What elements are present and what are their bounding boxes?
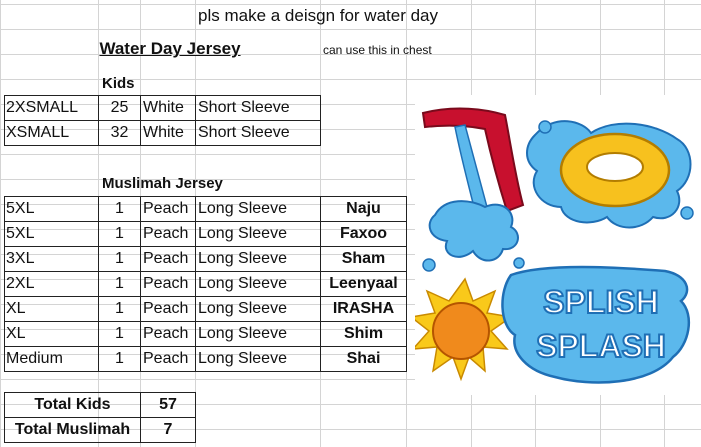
- muslimah-row-4-qty: 1: [115, 275, 124, 292]
- muslimah-row-7-sleeve: Long Sleeve: [198, 350, 287, 367]
- water-stream-icon: [454, 124, 488, 212]
- splish-splash-illustration: SPLISH SPLASH: [409, 107, 694, 384]
- muslimah-table-divider: [98, 196, 99, 372]
- muslimah-row-2-name: Faxoo: [339, 225, 388, 242]
- muslimah-row-7-qty: 1: [115, 350, 124, 367]
- droplet-icon: [422, 258, 436, 272]
- muslimah-row-5-name: IRASHA: [332, 300, 395, 317]
- chest-note: can use this in chest: [323, 43, 432, 57]
- kids-row-2-color: White: [143, 124, 184, 141]
- splash-badge-icon: [501, 265, 690, 384]
- muslimah-row-1-name: Naju: [346, 200, 381, 217]
- kids-row-2-size: XSMALL: [6, 124, 70, 141]
- muslimah-table-divider: [4, 346, 407, 347]
- totals-table-divider: [4, 417, 196, 418]
- muslimah-row-1-qty: 1: [115, 200, 124, 217]
- muslimah-row-1-color: Peach: [143, 200, 189, 217]
- droplet-icon: [513, 257, 525, 269]
- muslimah-row-7-name: Shai: [346, 350, 381, 367]
- water-slide-icon: [421, 107, 525, 213]
- muslimah-row-4-sleeve: Long Sleeve: [198, 275, 287, 292]
- muslimah-row-3-color: Peach: [143, 250, 189, 267]
- muslimah-row-2-size: 5XL: [6, 225, 35, 242]
- muslimah-row-5-qty: 1: [115, 300, 124, 317]
- muslimah-row-6-name: Shim: [343, 325, 384, 342]
- kids-header: Kids: [102, 75, 135, 92]
- muslimah-table-divider: [4, 296, 407, 297]
- sun-icon: [409, 277, 513, 382]
- kids-row-1-sleeve: Short Sleeve: [198, 99, 290, 116]
- muslimah-table-border: [4, 196, 407, 372]
- muslimah-table-divider: [140, 196, 141, 372]
- muslimah-row-1-size: 5XL: [6, 200, 35, 217]
- muslimah-row-4-name: Leenyaal: [329, 275, 398, 292]
- splish-splash-artwork[interactable]: SPLISH SPLASH: [409, 95, 701, 395]
- muslimah-row-5-color: Peach: [143, 300, 189, 317]
- muslimah-row-4-size: 2XL: [6, 275, 35, 292]
- droplet-icon: [680, 206, 694, 220]
- muslimah-row-3-size: 3XL: [6, 250, 35, 267]
- muslimah-row-2-qty: 1: [115, 225, 124, 242]
- droplet-icon: [538, 120, 552, 134]
- muslimah-row-6-qty: 1: [115, 325, 124, 342]
- muslimah-row-4-color: Peach: [143, 275, 189, 292]
- total-muslimah-label: Total Muslimah: [14, 421, 131, 438]
- totals-table-divider: [140, 392, 141, 443]
- muslimah-table-divider: [4, 246, 407, 247]
- muslimah-row-6-size: XL: [6, 325, 26, 342]
- page-title: Water Day Jersey: [99, 39, 241, 58]
- splash-text: SPLASH: [536, 328, 666, 364]
- kids-row-2-qty: 32: [110, 124, 129, 141]
- swim-ring-hole: [586, 152, 644, 182]
- total-kids-label: Total Kids: [34, 396, 111, 413]
- kids-row-1-size: 2XSMALL: [6, 99, 79, 116]
- muslimah-row-3-sleeve: Long Sleeve: [198, 250, 287, 267]
- muslimah-row-7-color: Peach: [143, 350, 189, 367]
- muslimah-row-6-color: Peach: [143, 325, 189, 342]
- muslimah-row-6-sleeve: Long Sleeve: [198, 325, 287, 342]
- kids-table-divider: [195, 95, 196, 146]
- kids-row-1-color: White: [143, 99, 184, 116]
- splash-icon: [428, 200, 519, 262]
- muslimah-row-3-name: Sham: [341, 250, 386, 267]
- muslimah-row-5-sleeve: Long Sleeve: [198, 300, 287, 317]
- muslimah-row-2-color: Peach: [143, 225, 189, 242]
- muslimah-table-divider: [4, 271, 407, 272]
- muslimah-row-7-size: Medium: [6, 350, 63, 367]
- kids-table-divider: [4, 120, 321, 121]
- muslimah-row-5-size: XL: [6, 300, 26, 317]
- muslimah-table-divider: [320, 196, 321, 372]
- design-request-note: pls make a deisgn for water day: [198, 6, 439, 25]
- kids-table-divider: [98, 95, 99, 146]
- total-muslimah-value: 7: [163, 421, 173, 438]
- muslimah-table-divider: [4, 221, 407, 222]
- grid-col-line: [0, 0, 1, 447]
- splish-text: SPLISH: [543, 284, 659, 320]
- total-kids-value: 57: [159, 396, 177, 413]
- kids-table-divider: [140, 95, 141, 146]
- muslimah-table-divider: [4, 321, 407, 322]
- muslimah-header: Muslimah Jersey: [102, 175, 223, 192]
- muslimah-row-1-sleeve: Long Sleeve: [198, 200, 287, 217]
- kids-row-1-qty: 25: [110, 99, 129, 116]
- muslimah-row-3-qty: 1: [115, 250, 124, 267]
- kids-row-2-sleeve: Short Sleeve: [198, 124, 290, 141]
- muslimah-row-2-sleeve: Long Sleeve: [198, 225, 287, 242]
- muslimah-table-divider: [195, 196, 196, 372]
